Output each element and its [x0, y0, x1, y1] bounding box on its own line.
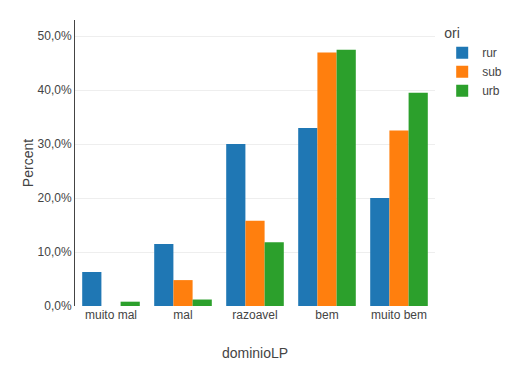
- svg-text:urb: urb: [482, 84, 500, 98]
- svg-text:rur: rur: [482, 46, 497, 60]
- svg-text:40,0%: 40,0%: [38, 83, 72, 97]
- svg-text:Percent: Percent: [20, 139, 36, 187]
- svg-text:50,0%: 50,0%: [38, 29, 72, 43]
- svg-text:dominioLP: dominioLP: [222, 345, 288, 361]
- svg-text:ori: ori: [444, 25, 460, 41]
- svg-text:sub: sub: [482, 65, 502, 79]
- svg-text:0,0%: 0,0%: [44, 299, 72, 313]
- svg-text:bem: bem: [315, 308, 338, 322]
- svg-text:mal: mal: [173, 308, 192, 322]
- svg-text:muito bem: muito bem: [371, 308, 427, 322]
- svg-text:muito mal: muito mal: [85, 308, 137, 322]
- svg-text:10,0%: 10,0%: [38, 245, 72, 259]
- svg-text:20,0%: 20,0%: [38, 191, 72, 205]
- svg-text:30,0%: 30,0%: [38, 137, 72, 151]
- svg-text:razoavel: razoavel: [232, 308, 277, 322]
